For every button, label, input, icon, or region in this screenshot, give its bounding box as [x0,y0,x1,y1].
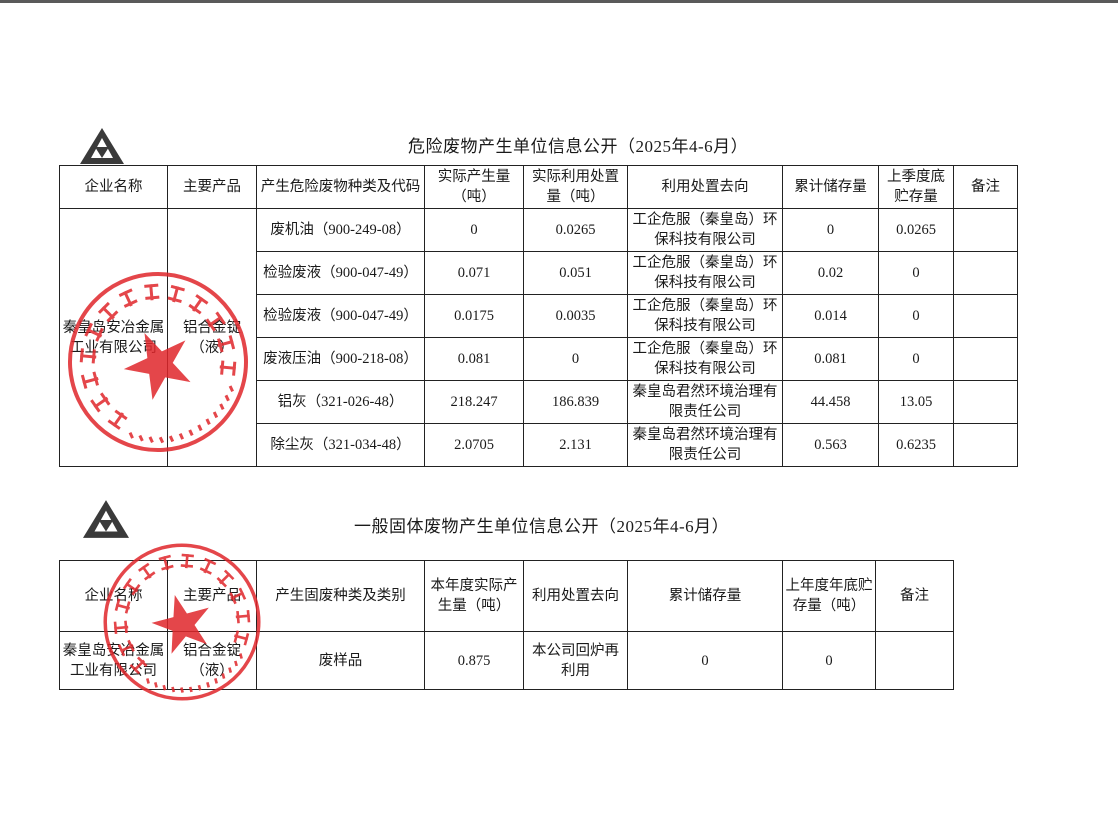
waste-type-cell: 废液压油（900-218-08） [256,337,425,381]
remark-cell [953,294,1018,338]
produced-cell: 0.0175 [424,294,524,338]
header-cell: 企业名称 [59,560,168,632]
produced-cell: 0.071 [424,251,524,295]
company-logo-icon [83,500,129,538]
storage-cell: 0.563 [782,423,879,467]
top-border [0,0,1118,3]
prev-storage-cell: 0.6235 [878,423,954,467]
header-cell: 备注 [953,165,1018,209]
remark-cell [953,208,1018,252]
waste-type-cell: 废机油（900-249-08） [256,208,425,252]
storage-cell: 0.014 [782,294,879,338]
header-cell: 企业名称 [59,165,168,209]
header-cell: 利用处置去向 [523,560,628,632]
header-cell: 主要产品 [167,560,257,632]
product-cell: 铝合金锭（液） [167,631,257,690]
produced-cell: 0.081 [424,337,524,381]
disposed-cell: 0.051 [523,251,628,295]
destination-cell: 工企危服（秦皇岛）环保科技有限公司 [627,208,783,252]
table-row: 铝灰（321-026-48） 218.247 186.839 秦皇岛君然环境治理有限责… [60,380,1018,424]
general-waste-table: 企业名称 主要产品 产生固废种类及类别 本年度实际产生量（吨） 利用处置去向 累… [59,560,954,690]
table-header-row: 企业名称 主要产品 产生固废种类及类别 本年度实际产生量（吨） 利用处置去向 累… [59,560,954,632]
prev-storage-cell: 0 [878,251,954,295]
storage-cell: 44.458 [782,380,879,424]
header-cell: 产生固废种类及类别 [256,560,425,632]
destination-cell: 工企危服（秦皇岛）环保科技有限公司 [627,337,783,381]
waste-type-cell: 废样品 [256,631,425,690]
disposed-cell: 0.0265 [523,208,628,252]
disposed-cell: 0.0035 [523,294,628,338]
destination-cell: 工企危服（秦皇岛）环保科技有限公司 [627,251,783,295]
destination-cell: 秦皇岛君然环境治理有限责任公司 [627,423,783,467]
table-row: 检验废液（900-047-49） 0.071 0.051 工企危服（秦皇岛）环保科技有… [60,251,1018,295]
produced-cell: 0 [424,208,524,252]
produced-cell: 218.247 [424,380,524,424]
produced-cell: 0.875 [424,631,524,690]
header-cell: 上季度底贮存量 [878,165,954,209]
product-cell: 铝合金锭（液） [167,208,257,467]
hazardous-waste-table: 企业名称 主要产品 产生危险废物种类及代码 实际产生量（吨） 实际利用处置量（吨… [59,165,1018,467]
waste-type-cell: 检验废液（900-047-49） [256,251,425,295]
header-cell: 累计储存量 [782,165,879,209]
table-row: 秦皇岛安冶金属工业有限公司 铝合金锭（液） 废样品 0.875 本公司回炉再利用… [59,631,954,690]
company-cell: 秦皇岛安冶金属工业有限公司 [59,631,168,690]
header-cell: 产生危险废物种类及代码 [256,165,425,209]
remark-cell [875,631,954,690]
waste-type-cell: 检验废液（900-047-49） [256,294,425,338]
table-row: 检验废液（900-047-49） 0.0175 0.0035 工企危服（秦皇岛）环保科… [60,294,1018,338]
header-cell: 上年度年底贮存量（吨） [782,560,876,632]
produced-cell: 2.0705 [424,423,524,467]
header-cell: 备注 [875,560,954,632]
table-header-row: 企业名称 主要产品 产生危险废物种类及代码 实际产生量（吨） 实际利用处置量（吨… [59,165,1018,209]
disposed-cell: 2.131 [523,423,628,467]
prev-storage-cell: 0 [878,294,954,338]
remark-cell [953,423,1018,467]
table-row: 废液压油（900-218-08） 0.081 0 工企危服（秦皇岛）环保科技有限公司 0… [60,337,1018,381]
hazardous-title: 危险废物产生单位信息公开（2025年4-6月） [408,137,749,156]
table-row: 秦皇岛安冶金属工业有限公司 铝合金锭（液） 废机油（900-249-08） 0 0.02… [59,208,1018,467]
remark-cell [953,380,1018,424]
remark-cell [953,337,1018,381]
header-cell: 利用处置去向 [627,165,783,209]
destination-cell: 秦皇岛君然环境治理有限责任公司 [627,380,783,424]
remark-cell [953,251,1018,295]
general-title: 一般固体废物产生单位信息公开（2025年4-6月） [354,517,730,536]
prev-storage-cell: 0 [878,337,954,381]
prev-storage-cell: 13.05 [878,380,954,424]
disposed-cell: 186.839 [523,380,628,424]
disposed-cell: 0 [523,337,628,381]
storage-cell: 0.02 [782,251,879,295]
storage-cell: 0 [782,208,879,252]
header-cell: 实际利用处置量（吨） [523,165,628,209]
prev-storage-cell: 0 [782,631,876,690]
storage-cell: 0.081 [782,337,879,381]
header-cell: 本年度实际产生量（吨） [424,560,524,632]
company-logo-icon [80,128,124,164]
header-cell: 实际产生量（吨） [424,165,524,209]
destination-cell: 工企危服（秦皇岛）环保科技有限公司 [627,294,783,338]
waste-type-cell: 铝灰（321-026-48） [256,380,425,424]
waste-type-cell: 除尘灰（321-034-48） [256,423,425,467]
prev-storage-cell: 0.0265 [878,208,954,252]
header-cell: 累计储存量 [627,560,783,632]
destination-cell: 本公司回炉再利用 [523,631,628,690]
storage-cell: 0 [627,631,783,690]
company-cell: 秦皇岛安冶金属工业有限公司 [59,208,168,467]
header-cell: 主要产品 [167,165,257,209]
table-row: 除尘灰（321-034-48） 2.0705 2.131 秦皇岛君然环境治理有限责任公… [60,423,1018,467]
